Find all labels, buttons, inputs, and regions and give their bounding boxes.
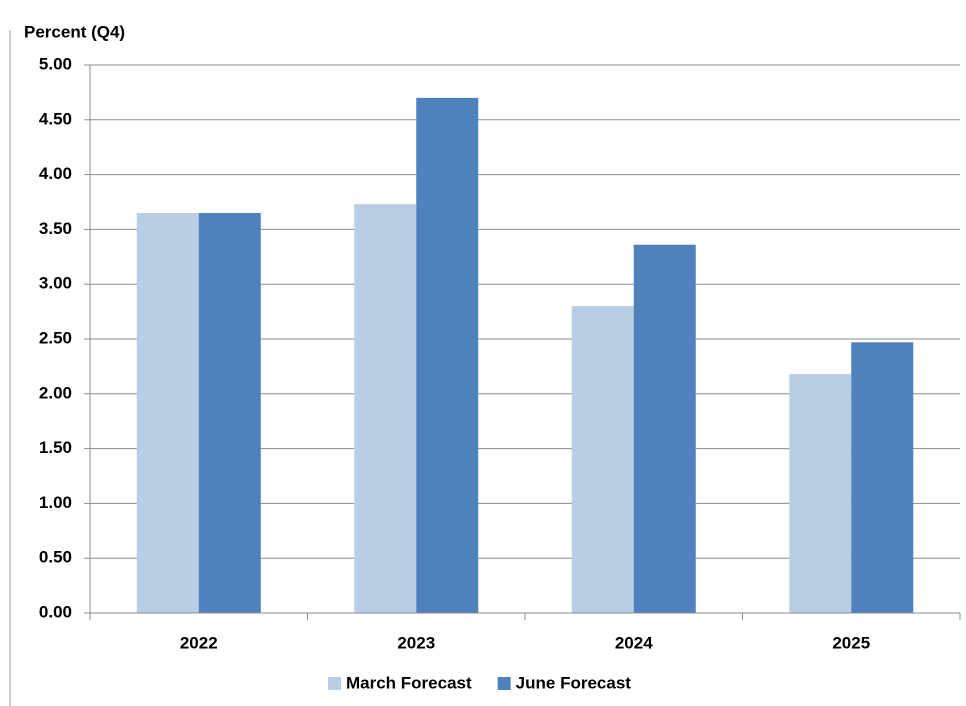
bar bbox=[571, 306, 634, 613]
y-tick-label: 4.00 bbox=[39, 164, 72, 183]
y-tick-label: 5.00 bbox=[39, 54, 72, 73]
y-tick-label: 0.50 bbox=[39, 548, 72, 567]
y-tick-label: 2.00 bbox=[39, 383, 72, 402]
legend-label: June Forecast bbox=[516, 673, 632, 692]
bar bbox=[416, 97, 479, 613]
y-tick-label: 3.50 bbox=[39, 219, 72, 238]
x-tick-label: 2023 bbox=[397, 633, 435, 652]
bar bbox=[851, 342, 914, 613]
y-tick-label: 1.00 bbox=[39, 493, 72, 512]
y-tick-label: 0.00 bbox=[39, 602, 72, 621]
bar bbox=[354, 204, 417, 613]
legend-label: March Forecast bbox=[346, 673, 472, 692]
bar bbox=[198, 212, 261, 613]
bar bbox=[633, 244, 696, 613]
legend-swatch bbox=[497, 677, 511, 690]
y-tick-label: 4.50 bbox=[39, 109, 72, 128]
y-axis-title: Percent (Q4) bbox=[24, 22, 125, 41]
bar bbox=[136, 212, 199, 613]
bar bbox=[789, 374, 852, 613]
y-tick-label: 3.00 bbox=[39, 274, 72, 293]
x-tick-label: 2022 bbox=[180, 633, 218, 652]
x-tick-label: 2024 bbox=[615, 633, 653, 652]
y-tick-label: 1.50 bbox=[39, 438, 72, 457]
y-tick-label: 2.50 bbox=[39, 328, 72, 347]
x-tick-label: 2025 bbox=[832, 633, 870, 652]
legend-swatch bbox=[328, 677, 341, 690]
